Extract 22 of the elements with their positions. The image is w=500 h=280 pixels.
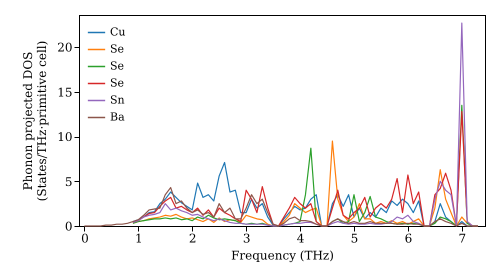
legend-label: Se [110, 42, 124, 56]
x-tick-label: 7 [458, 232, 466, 246]
x-tick-label: 2 [188, 232, 197, 246]
legend-label: Sn [110, 94, 125, 106]
y-tick-label: 10 [57, 130, 72, 144]
legend-label: Se [110, 76, 124, 90]
x-tick-label: 0 [81, 232, 89, 246]
x-tick-label: 3 [242, 232, 250, 246]
line-series [84, 186, 479, 227]
x-tick-label: 5 [350, 232, 358, 246]
y-axis-title: Phonon projected DOS (States/THz·primitive cell) [21, 40, 50, 202]
y-tick-label: 0 [64, 220, 72, 234]
x-tick-label: 4 [296, 232, 305, 246]
y-tick-label: 20 [57, 40, 72, 55]
x-tick-label: 1 [134, 232, 143, 246]
x-tick-label: 6 [404, 232, 412, 246]
y-tick-label: 5 [64, 174, 72, 189]
x-axis-title: Frequency (THz) [231, 248, 334, 262]
y-tick-label: 15 [57, 85, 72, 100]
legend-label: Cu [110, 26, 126, 38]
legend-label: Se [110, 60, 124, 72]
legend-label: Ba [110, 110, 126, 124]
